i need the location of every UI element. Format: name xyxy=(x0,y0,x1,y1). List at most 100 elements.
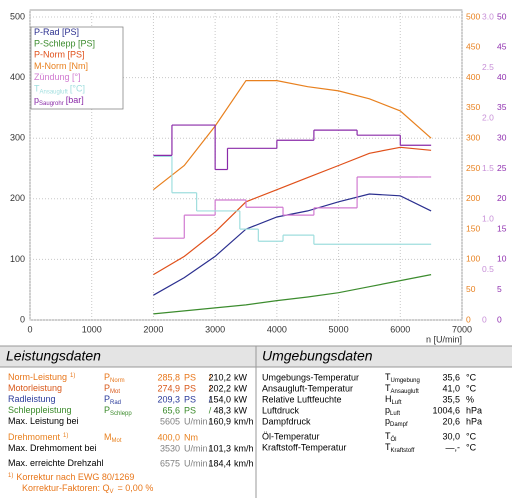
y4-tick-label: 35 xyxy=(497,102,507,112)
row-symbol-text: H xyxy=(385,394,392,404)
row-value: 35,6 xyxy=(442,372,460,382)
legend-entry: TAnsaugluft [°C] xyxy=(34,84,85,95)
row-value: 210,2 xyxy=(208,372,231,382)
x-axis-label: n [U/min] xyxy=(426,334,462,344)
row-value: 1004,6 xyxy=(432,405,460,415)
row-label: Drehmoment 1) xyxy=(8,432,68,442)
footnote: Korrektur-Faktoren: QV = 0,00 % xyxy=(22,483,153,494)
legend-entry: P-Norm [PS] xyxy=(34,50,85,60)
row-unit: hPa xyxy=(466,405,482,415)
row-symbol-text: P xyxy=(104,372,110,382)
row-label: Öl-Temperatur xyxy=(262,431,320,441)
row-symbol: PRad xyxy=(104,394,121,405)
row-symbol-sub: Ansaugluft xyxy=(391,389,420,395)
y3-tick-label: 1.0 xyxy=(482,213,494,223)
row-separator: / xyxy=(209,416,212,426)
row-label-text: Norm-Leistung xyxy=(8,372,67,382)
y4-tick-label: 10 xyxy=(497,254,507,264)
x-tick-label: 0 xyxy=(27,324,32,334)
row-value: 20,6 xyxy=(442,416,460,426)
legend-name: p xyxy=(34,95,39,105)
row-symbol-text: M xyxy=(104,432,112,442)
row-symbol-sub: Rad xyxy=(110,400,121,406)
row-symbol: pLuft xyxy=(385,405,400,416)
row-unit: °C xyxy=(466,431,477,441)
y2-tick-label: 350 xyxy=(466,102,480,112)
row-unit: kW xyxy=(234,405,248,415)
row-unit: °C xyxy=(466,372,477,382)
legend-entry: M-Norm [Nm] xyxy=(34,61,88,71)
y3-tick-label: 2.5 xyxy=(482,62,494,72)
row-symbol-sub: Öl xyxy=(391,436,397,443)
row-unit: kW xyxy=(234,394,248,404)
row-symbol: TKraftstoff xyxy=(385,442,415,453)
row-separator: / xyxy=(209,458,212,468)
legend-name-sub: Saugrohr xyxy=(39,100,64,106)
row-value: 5605 xyxy=(160,416,180,426)
footnote-text: Korrektur nach EWG 80/1269 xyxy=(16,472,134,482)
y-tick-label: 0 xyxy=(20,314,25,324)
row-separator: / xyxy=(209,394,212,404)
legend-entry: P-Schlepp [PS] xyxy=(34,39,95,49)
row-separator: / xyxy=(209,383,212,393)
x-tick-label: 1000 xyxy=(82,324,102,334)
legend-name: P-Rad [PS] xyxy=(34,27,79,37)
row-unit: PS xyxy=(184,372,196,382)
row-unit: PS xyxy=(184,394,196,404)
row-label-sup: 1) xyxy=(70,373,75,379)
y-tick-label: 300 xyxy=(10,133,25,143)
row-unit: kW xyxy=(234,372,248,382)
y2-tick-label: 0 xyxy=(466,314,471,324)
legend-unit: [°C] xyxy=(70,84,85,94)
row-value: 3530 xyxy=(160,443,180,453)
row-symbol-sub: Mot xyxy=(110,389,120,395)
row-symbol-text: P xyxy=(104,383,110,393)
row-value: 400,0 xyxy=(157,432,180,442)
legend-unit: [bar] xyxy=(66,95,84,105)
row-symbol-text: P xyxy=(104,394,110,404)
y4-tick-label: 30 xyxy=(497,132,507,142)
legend-name: Zündung [°] xyxy=(34,73,81,83)
row-label: Schleppleistung xyxy=(8,405,72,415)
row-label: Max. erreichte Drehzahl xyxy=(8,458,104,468)
row-label-sup: 1) xyxy=(63,433,68,439)
row-unit: % xyxy=(466,394,474,404)
x-tick-label: 6000 xyxy=(390,324,410,334)
y2-tick-label: 400 xyxy=(466,72,480,82)
legend-entry: P-Rad [PS] xyxy=(34,27,79,37)
y2-tick-label: 100 xyxy=(466,254,480,264)
y-tick-label: 200 xyxy=(10,193,25,203)
x-tick-label: 4000 xyxy=(267,324,287,334)
row-label: Radleistung xyxy=(8,394,56,404)
row-unit: U/min xyxy=(184,443,208,453)
row-symbol: TUmgebung xyxy=(385,372,420,383)
row-value: 48,3 xyxy=(213,405,231,415)
y4-tick-label: 5 xyxy=(497,284,502,294)
row-value: 101,3 xyxy=(208,443,231,453)
row-symbol-sub: Luft xyxy=(390,411,400,417)
y2-tick-label: 150 xyxy=(466,223,480,233)
row-symbol-text: p xyxy=(385,416,390,426)
series-line xyxy=(153,193,432,296)
row-separator: / xyxy=(209,405,212,415)
row-value: 285,8 xyxy=(157,372,180,382)
row-symbol: MMot xyxy=(104,432,122,443)
row-label: Max. Drehmoment bei xyxy=(8,443,97,453)
y2-tick-label: 200 xyxy=(466,193,480,203)
x-tick-label: 5000 xyxy=(329,324,349,334)
row-symbol-sub: Schlepp xyxy=(110,411,132,417)
y-tick-label: 100 xyxy=(10,254,25,264)
row-label-text: Motorleistung xyxy=(8,383,62,393)
y3-tick-label: 2.0 xyxy=(482,112,494,122)
row-label-text: Max. Drehmoment bei xyxy=(8,443,97,453)
y2-tick-label: 300 xyxy=(466,132,480,142)
footnote-mark: 1) xyxy=(8,473,13,479)
row-label: Max. Leistung bei xyxy=(8,416,79,426)
row-label: Norm-Leistung 1) xyxy=(8,372,75,382)
row-value: 35,5 xyxy=(442,394,460,404)
y4-tick-label: 45 xyxy=(497,42,507,52)
row-symbol: PMot xyxy=(104,383,120,394)
row-symbol: TAnsaugluft xyxy=(385,383,419,394)
row-unit: °C xyxy=(466,442,477,452)
